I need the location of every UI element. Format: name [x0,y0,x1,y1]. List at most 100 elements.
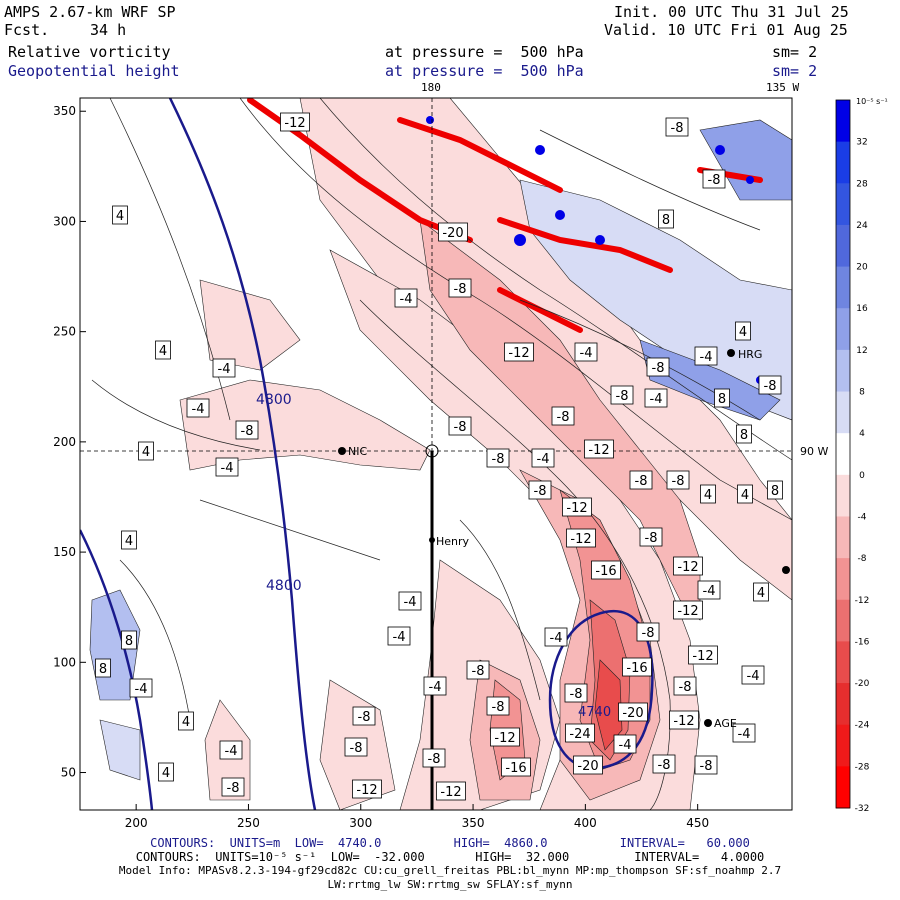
height-label: 4740 [578,705,611,720]
vorticity-label-text: -4 [400,292,413,307]
vorticity-label: 4 [178,711,194,731]
vorticity-label-box [732,723,756,743]
vorticity-label: -12 [280,112,310,132]
vorticity-label-text: -12 [440,785,461,800]
vorticity-label-text: 4 [741,488,749,503]
vorticity-label-text: 4 [757,586,765,601]
y-tick-label: 100 [53,655,76,669]
vorticity-label: -4 [186,398,210,418]
vorticity-label-text: 8 [771,484,779,499]
vorticity-label-box [622,657,652,677]
colorbar-segment [836,349,850,393]
vorticity-label-box [504,342,534,362]
footer-physics-info: LW:rrtmg_lw SW:rrtmg_sw SFLAY:sf_mynn [327,878,573,891]
footer-model-info: Model Info: MPASv8.2.3-194-gf29cd82c CU:… [118,864,782,877]
vorticity-label: -4 [613,734,637,754]
vorticity-label: -12 [688,645,718,665]
vorticity-label: -8 [610,385,634,405]
vorticity-label: -4 [574,342,598,362]
vorticity-label-text: 4 [162,766,170,781]
station-label-age: AGE [714,717,737,730]
vorticity-label-text: -4 [393,630,406,645]
vorticity-label-box [736,424,752,444]
footer-height-low: CONTOURS: UNITS=m LOW= 4740.0 [150,836,382,850]
vorticity-label-box [644,388,668,408]
lon-90w-label: 90 W [800,445,828,458]
vorticity-label-box [652,754,676,774]
vorticity-label-box [398,591,422,611]
vorticity-label-box [466,660,490,680]
vorticity-label-text: 4 [142,445,150,460]
colorbar-segment [836,516,850,559]
vorticity-label: 8 [767,480,783,500]
colorbar-tick-label: 20 [856,263,868,273]
vorticity-label-text: -12 [588,443,609,458]
vorticity-label-box [673,676,697,696]
vorticity-label-text: 8 [99,662,107,677]
vorticity-label-box [221,777,245,797]
field1-level: at pressure = 500 hPa [385,43,584,61]
vorticity-label: -4 [219,740,243,760]
vorticity-label-box [741,665,765,685]
vorticity-label: -8 [551,406,575,426]
vorticity-label-text: 4 [159,344,167,359]
vorticity-label: -8 [665,117,689,137]
vorticity-label: -8 [673,676,697,696]
vorticity-label: -12 [566,528,596,548]
vorticity-label: -4 [694,346,718,366]
vorticity-label: -12 [490,727,520,747]
vorticity-label-text: 4 [125,534,133,549]
vorticity-label-text: -4 [135,682,148,697]
vorticity-label: 4 [737,484,753,504]
field1-name: Relative vorticity [8,43,171,61]
init-time: Init. 00 UTC Thu 31 Jul 25 [614,3,849,21]
colorbar-tick-label: -8 [858,554,867,564]
axes: 200 250 300 350 400 450 350 300 250 200 150 100 50 [53,104,709,830]
vorticity-label: -8 [666,470,690,490]
vorticity-label-text: -20 [577,759,598,774]
vorticity-label-text: -4 [404,595,417,610]
field1-smoothing: sm= 2 [772,43,818,61]
vorticity-label: 4 [155,340,171,360]
colorbar-segment [836,766,850,809]
vorticity-label: -8 [528,480,552,500]
vorticity-label: 8 [736,424,752,444]
vorticity-label-box [186,398,210,418]
height-label: 4800 [256,392,292,408]
vorticity-label-text: -8 [428,752,441,767]
x-tick-label: 300 [349,816,372,830]
plot-frame [79,97,793,811]
vorticity-label-box [448,416,472,436]
station-markers [338,349,790,727]
colorbar-tick-label: -4 [858,512,867,522]
footer-vort-high: HIGH= 32.000 [475,850,570,864]
vorticity-label-box [394,288,418,308]
footer-vort-interval: INTERVAL= 4.0000 [634,850,765,864]
vorticity-label-text: -12 [673,714,694,729]
strong-positive-vorticity-spots [426,116,764,384]
vorticity-label-text: -8 [616,389,629,404]
vorticity-label-box [574,342,598,362]
station-label-hrg: HRG [738,348,762,361]
colorbar-tick-label: -12 [855,596,870,606]
y-tick-label: 150 [53,545,76,559]
colorbar-tick-label: 4 [859,429,865,439]
vorticity-label-box [129,678,153,698]
vorticity-label-text: -12 [494,731,515,746]
vorticity-label-box [436,781,466,801]
vorticity-label-text: -4 [619,738,632,753]
vorticity-label: 4 [735,321,751,341]
colorbar-tick-label: 32 [856,138,867,148]
vorticity-label-text: -12 [570,532,591,547]
vorticity-band-light [179,379,431,471]
colorbar-tick-label: -32 [855,804,870,814]
colorbar-segment [836,141,850,184]
forecast-value: 34 h [90,21,127,39]
vorticity-label-box [636,622,660,642]
vorticity-label-box [639,527,663,547]
vorticity-label-text: -4 [225,744,238,759]
vorticity-label-text: -16 [505,761,526,776]
colorbar-segment [836,599,850,642]
vorticity-label: -4 [531,448,555,468]
vorticity-label-box [551,406,575,426]
